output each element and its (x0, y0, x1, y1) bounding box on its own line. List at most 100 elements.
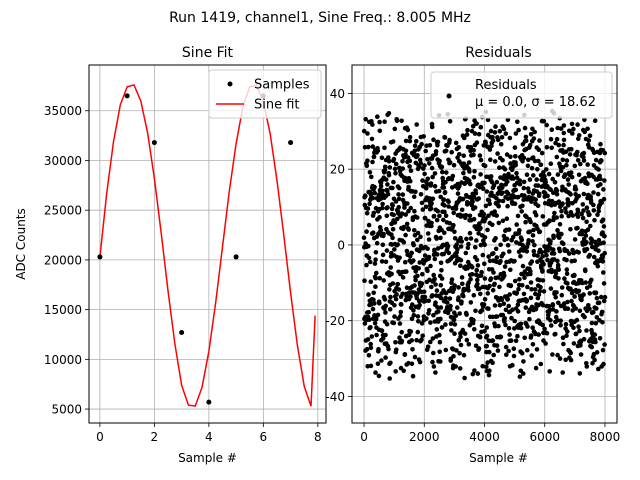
residual-point (496, 323, 501, 329)
residual-point (491, 270, 496, 275)
residual-point (476, 231, 481, 236)
residual-point (541, 262, 546, 267)
residual-point (365, 337, 371, 342)
residual-point (471, 216, 477, 222)
residual-point (585, 227, 591, 232)
residual-point (465, 245, 471, 250)
residual-point (522, 275, 527, 281)
residual-point (535, 253, 540, 258)
residual-point (415, 273, 420, 279)
residual-point (492, 323, 498, 329)
residual-point (474, 267, 480, 273)
residual-point (548, 187, 553, 192)
residual-point (459, 207, 465, 213)
residual-point (529, 165, 535, 171)
residual-point (527, 316, 532, 322)
residual-point (602, 250, 607, 256)
residual-point (494, 255, 500, 260)
residual-point (478, 172, 483, 177)
residual-point (398, 313, 403, 319)
residual-point (546, 304, 552, 309)
sine-fit-axes-frame (88, 64, 327, 424)
residual-point (433, 149, 439, 154)
residual-point (492, 209, 498, 214)
residual-point (553, 331, 558, 337)
residual-point (475, 263, 481, 268)
residual-point (524, 298, 530, 303)
residual-point (591, 190, 596, 195)
residual-point (487, 147, 493, 152)
residuals-y-tick-label: -40 (325, 390, 345, 404)
residual-point (398, 309, 404, 315)
residual-point (478, 157, 484, 163)
residual-point (448, 307, 453, 312)
residual-point (403, 232, 408, 238)
residual-point (373, 370, 378, 375)
residual-point (595, 191, 601, 197)
residual-point (390, 203, 396, 208)
residual-point (479, 323, 485, 329)
residual-point (371, 230, 376, 235)
residual-point (593, 290, 599, 296)
residual-point (566, 182, 571, 187)
residual-point (450, 173, 456, 179)
residual-point (446, 204, 452, 209)
residual-point (376, 373, 382, 379)
sine-fit-y-tick-label: 25000 (44, 204, 82, 218)
residual-point (368, 345, 374, 351)
residual-point (458, 263, 463, 269)
residual-point (363, 116, 369, 122)
residual-point (371, 154, 377, 159)
residual-point (387, 376, 393, 381)
residual-point (568, 192, 573, 197)
residual-point (366, 309, 372, 315)
residual-point (517, 178, 523, 183)
residual-point (404, 269, 409, 274)
residual-point (514, 170, 519, 176)
residual-point (373, 284, 378, 290)
residual-point (576, 250, 581, 255)
residual-point (553, 271, 559, 276)
residual-point (462, 331, 468, 336)
residual-point (426, 254, 432, 260)
residual-point (370, 159, 375, 165)
residual-point (565, 299, 570, 305)
residual-point (530, 239, 535, 244)
residual-point (418, 192, 424, 197)
residual-point (507, 332, 512, 337)
residual-point (563, 322, 569, 327)
residual-point (417, 260, 423, 265)
residual-point (435, 143, 440, 148)
sine-fit-title: Sine Fit (182, 45, 234, 61)
residual-point (459, 239, 465, 244)
residual-point (441, 251, 447, 257)
residual-point (419, 337, 424, 343)
residual-point (441, 185, 447, 190)
residual-point (385, 205, 390, 210)
sample-point (179, 330, 185, 336)
residual-point (462, 135, 467, 141)
residual-point (567, 128, 572, 134)
residual-point (556, 142, 562, 148)
residual-point (420, 207, 426, 212)
residual-point (509, 315, 514, 321)
residual-point (551, 190, 556, 195)
residual-point (564, 333, 569, 339)
residual-point (441, 217, 446, 223)
residual-point (490, 222, 495, 228)
residual-point (462, 287, 468, 292)
residual-point (505, 179, 510, 184)
residual-point (584, 328, 589, 333)
residual-point (594, 315, 600, 320)
residual-point (500, 198, 506, 204)
residual-point (538, 162, 544, 168)
residual-point (527, 177, 533, 182)
residual-point (587, 252, 592, 258)
residual-point (373, 257, 378, 263)
residual-point (563, 210, 569, 215)
residual-point (535, 166, 540, 172)
sine-fit-line (99, 83, 316, 407)
residual-point (515, 119, 520, 125)
residual-point (452, 236, 458, 241)
residual-point (484, 333, 490, 339)
